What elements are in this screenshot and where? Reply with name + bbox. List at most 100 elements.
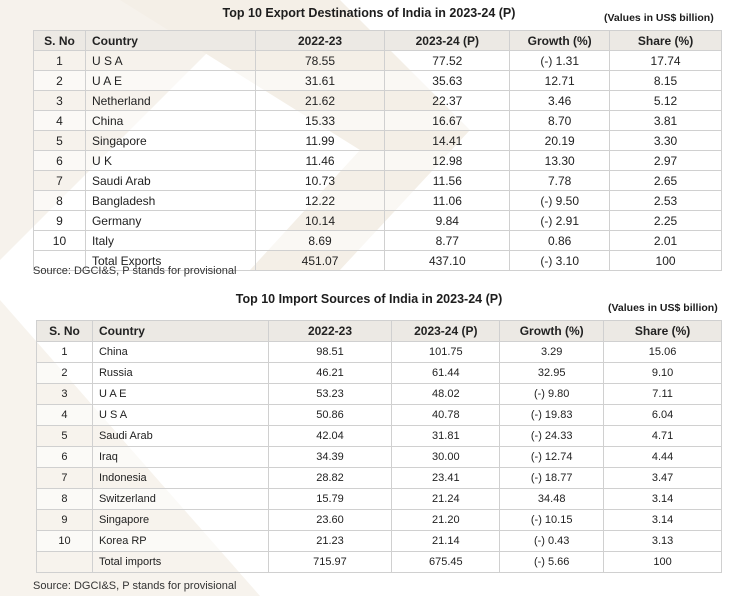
cell-2022-23: 11.99 (254, 130, 386, 151)
table-row: 8 Bangladesh 12.22 11.06 (-) 9.50 2.53 (33, 190, 722, 211)
cell-growth: 13.30 (509, 150, 611, 171)
cell-sno: 9 (33, 210, 86, 231)
cell-share: 7.11 (603, 383, 722, 405)
table-row: 8 Switzerland 15.79 21.24 34.48 3.14 (36, 488, 722, 510)
col-header-country: Country (84, 30, 256, 51)
cell-sno: 7 (33, 170, 86, 191)
cell-2022-23: 28.82 (267, 467, 393, 489)
col-header-share: Share (%) (609, 30, 722, 51)
cell-growth: (-) 1.31 (509, 50, 611, 71)
cell-country: Italy (84, 230, 256, 251)
cell-2022-23: 23.60 (267, 509, 393, 531)
cell-2022-23: 46.21 (267, 362, 393, 384)
table-row: 2 Russia 46.21 61.44 32.95 9.10 (36, 362, 722, 384)
cell-2023-24: 48.02 (391, 383, 501, 405)
col-header-2022-23: 2022-23 (267, 320, 393, 342)
cell-share: 3.14 (603, 509, 722, 531)
cell-growth: (-) 9.80 (499, 383, 605, 405)
cell-2022-23: 451.07 (254, 250, 386, 271)
cell-country: Indonesia (91, 467, 269, 489)
cell-country: Iraq (91, 446, 269, 468)
cell-2023-24: 23.41 (391, 467, 501, 489)
cell-country: Russia (91, 362, 269, 384)
table-row: 1 China 98.51 101.75 3.29 15.06 (36, 341, 722, 363)
cell-2023-24: 9.84 (384, 210, 511, 231)
cell-growth: 3.46 (509, 90, 611, 111)
col-header-2023-24: 2023-24 (P) (391, 320, 501, 342)
cell-share: 3.30 (609, 130, 722, 151)
col-header-sno: S. No (36, 320, 93, 342)
cell-2022-23: 78.55 (254, 50, 386, 71)
cell-sno: 8 (33, 190, 86, 211)
cell-sno: 6 (33, 150, 86, 171)
cell-2023-24: 8.77 (384, 230, 511, 251)
cell-sno: 7 (36, 467, 93, 489)
cell-share: 4.71 (603, 425, 722, 447)
cell-2022-23: 8.69 (254, 230, 386, 251)
cell-2023-24: 40.78 (391, 404, 501, 426)
cell-2023-24: 30.00 (391, 446, 501, 468)
cell-share: 5.12 (609, 90, 722, 111)
cell-country: Saudi Arab (84, 170, 256, 191)
cell-share: 3.14 (603, 488, 722, 510)
cell-country: Netherland (84, 90, 256, 111)
cell-growth: (-) 12.74 (499, 446, 605, 468)
cell-share: 17.74 (609, 50, 722, 71)
cell-share: 2.01 (609, 230, 722, 251)
import-table-body: 1 China 98.51 101.75 3.29 15.06 2 Russia 46.21 61… (36, 341, 722, 573)
cell-share: 3.81 (609, 110, 722, 131)
export-table: S. No Country 2022-23 2023-24 (P) Growth… (33, 30, 722, 271)
cell-2022-23: 715.97 (267, 551, 393, 573)
cell-2023-24: 21.24 (391, 488, 501, 510)
export-header-row: S. No Country 2022-23 2023-24 (P) Growth… (33, 30, 722, 51)
cell-share: 100 (603, 551, 722, 573)
cell-2022-23: 53.23 (267, 383, 393, 405)
cell-share: 15.06 (603, 341, 722, 363)
col-header-share: Share (%) (603, 320, 722, 342)
cell-2023-24: 11.06 (384, 190, 511, 211)
cell-2023-24: 14.41 (384, 130, 511, 151)
cell-growth: (-) 24.33 (499, 425, 605, 447)
cell-country: Switzerland (91, 488, 269, 510)
import-units-note: (Values in US$ billion) (608, 302, 718, 314)
col-header-2022-23: 2022-23 (254, 30, 386, 51)
cell-2023-24: 21.20 (391, 509, 501, 531)
cell-growth: (-) 2.91 (509, 210, 611, 231)
cell-growth: (-) 19.83 (499, 404, 605, 426)
cell-sno: 9 (36, 509, 93, 531)
col-header-2023-24: 2023-24 (P) (384, 30, 511, 51)
table-row: 10 Italy 8.69 8.77 0.86 2.01 (33, 230, 722, 251)
cell-sno (36, 551, 93, 573)
cell-sno: 1 (33, 50, 86, 71)
cell-2023-24: 16.67 (384, 110, 511, 131)
cell-2023-24: 11.56 (384, 170, 511, 191)
export-units-note: (Values in US$ billion) (604, 12, 714, 24)
cell-growth: (-) 5.66 (499, 551, 605, 573)
table-row: 3 Netherland 21.62 22.37 3.46 5.12 (33, 90, 722, 111)
cell-2022-23: 10.73 (254, 170, 386, 191)
cell-country: Total imports (91, 551, 269, 573)
cell-country: Singapore (91, 509, 269, 531)
cell-country: U S A (84, 50, 256, 71)
cell-country: U A E (84, 70, 256, 91)
table-row: 5 Saudi Arab 42.04 31.81 (-) 24.33 4.71 (36, 425, 722, 447)
cell-growth: 7.78 (509, 170, 611, 191)
table-row: 6 Iraq 34.39 30.00 (-) 12.74 4.44 (36, 446, 722, 468)
cell-growth: 32.95 (499, 362, 605, 384)
cell-2023-24: 31.81 (391, 425, 501, 447)
cell-sno: 3 (33, 90, 86, 111)
cell-country: China (84, 110, 256, 131)
cell-growth: (-) 3.10 (509, 250, 611, 271)
cell-2023-24: 21.14 (391, 530, 501, 552)
cell-2022-23: 10.14 (254, 210, 386, 231)
col-header-growth: Growth (%) (509, 30, 611, 51)
cell-growth: 34.48 (499, 488, 605, 510)
cell-growth: (-) 18.77 (499, 467, 605, 489)
cell-2022-23: 42.04 (267, 425, 393, 447)
cell-growth: 3.29 (499, 341, 605, 363)
cell-2022-23: 21.62 (254, 90, 386, 111)
cell-sno: 3 (36, 383, 93, 405)
